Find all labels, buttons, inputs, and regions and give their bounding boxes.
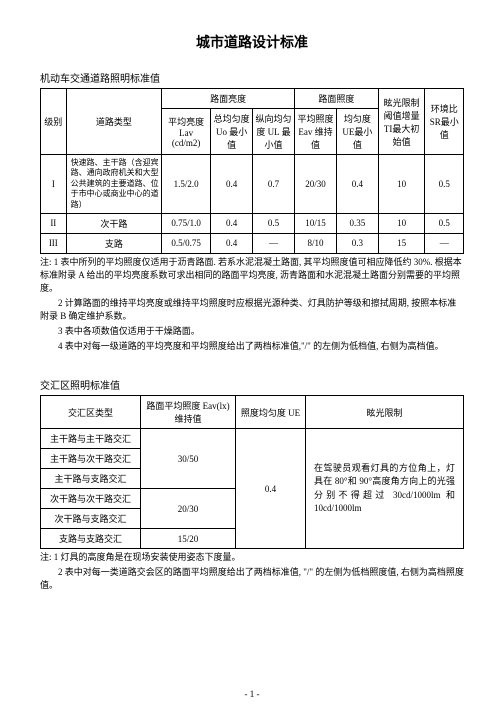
table2-note2: 2 表中对每一类道路交会区的路面平均照度给出了两档标准值, "/" 的左侧为低档…: [40, 566, 464, 592]
th-glare: 眩光限制阈值增量 TI最大初始值: [378, 89, 425, 155]
th2-type: 交汇区类型: [41, 396, 141, 429]
cell-eav-g3: 15/20: [141, 529, 236, 549]
cell-lav: 1.5/2.0: [162, 155, 211, 214]
cell-type: 支路: [66, 233, 162, 253]
cell-uo: 0.4: [211, 155, 253, 214]
cell-sr: 0.5: [425, 213, 464, 233]
th-sr: 环境比 SR最小值: [425, 89, 464, 155]
cell-type: 次干路: [66, 213, 162, 233]
cell-ul: 0.5: [253, 213, 295, 233]
cell-ue-all: 0.4: [236, 429, 306, 549]
cell-type: 支路与支路交汇: [41, 529, 141, 549]
cell-lav: 0.75/1.0: [162, 213, 211, 233]
cell-ue: 0.35: [336, 213, 378, 233]
table-row: III 支路 0.5/0.75 0.4 — 8/10 0.3 15 —: [41, 233, 464, 253]
th-ul: 纵向均匀度 UL 最小值: [253, 109, 295, 155]
cell-type: 主干路与支路交汇: [41, 469, 141, 489]
cell-eav: 20/30: [294, 155, 336, 214]
th2-ue: 照度均匀度 UE: [236, 396, 306, 429]
th2-eav: 路面平均照度 Eav(lx)维持值: [141, 396, 236, 429]
th-uo: 总均匀度 Uo 最小值: [211, 109, 253, 155]
table1-note3: 3 表中各项数值仅适用于干燥路面。: [40, 325, 464, 338]
table1: 级别 道路类型 路面亮度 路面照度 眩光限制阈值增量 TI最大初始值 环境比 S…: [40, 88, 464, 254]
cell-class: III: [41, 233, 67, 253]
page-number: - 1 -: [0, 689, 504, 699]
th-illuminance: 路面照度: [294, 89, 378, 109]
cell-sr: —: [425, 233, 464, 253]
table-row: II 次干路 0.75/1.0 0.4 0.5 10/15 0.35 10 0.…: [41, 213, 464, 233]
cell-ti: 15: [378, 233, 425, 253]
cell-uo: 0.4: [211, 233, 253, 253]
cell-class: II: [41, 213, 67, 233]
table2-note1: 注: 1 灯具的高度角是在现场安装使用姿态下度量。: [40, 551, 464, 564]
table1-note2: 2 计算路面的维持平均亮度或维持平均照度时应根据光源种类、灯具防护等级和擦拭周期…: [40, 297, 464, 323]
cell-type: 主干路与次干路交汇: [41, 449, 141, 469]
cell-type: 次干路与支路交汇: [41, 509, 141, 529]
th-roadtype: 道路类型: [66, 89, 162, 155]
table1-caption: 机动车交通道路照明标准值: [40, 70, 464, 85]
th-class: 级别: [41, 89, 67, 155]
table1-note1: 注: 1 表中所列的平均照度仅适用于沥青路面. 若系水泥混凝土路面, 其平均照度…: [40, 256, 464, 295]
cell-ue: 0.4: [336, 155, 378, 214]
cell-lav: 0.5/0.75: [162, 233, 211, 253]
table-row: I 快速路、主干路（含迎宾路、通向政府机关和大型公共建筑的主要道路、位于市中心或…: [41, 155, 464, 214]
cell-uo: 0.4: [211, 213, 253, 233]
cell-ul: 0.7: [253, 155, 295, 214]
cell-type: 次干路与次干路交汇: [41, 489, 141, 509]
cell-eav: 8/10: [294, 233, 336, 253]
th-ue: 均匀度 UE最小值: [336, 109, 378, 155]
cell-class: I: [41, 155, 67, 214]
cell-ti: 10: [378, 155, 425, 214]
table-row: 主干路与主干路交汇 30/50 0.4 在驾驶员观看灯具的方位角上，灯具在 80…: [41, 429, 464, 449]
cell-glare: 在驾驶员观看灯具的方位角上，灯具在 80°和 90°高度角方向上的光强分别不得超…: [306, 429, 464, 549]
cell-eav-g2: 20/30: [141, 489, 236, 529]
cell-ti: 10: [378, 213, 425, 233]
table2: 交汇区类型 路面平均照度 Eav(lx)维持值 照度均匀度 UE 眩光限制 主干…: [40, 395, 464, 549]
th-luminance: 路面亮度: [162, 89, 295, 109]
page-title: 城市道路设计标准: [40, 32, 464, 52]
cell-eav-g1: 30/50: [141, 429, 236, 489]
th2-glare: 眩光限制: [306, 396, 464, 429]
th-eav: 平均照度 Eav 维持值: [294, 109, 336, 155]
th-lav: 平均亮度 Lav (cd/m2): [162, 109, 211, 155]
cell-type: 主干路与主干路交汇: [41, 429, 141, 449]
cell-ue: 0.3: [336, 233, 378, 253]
cell-ul: —: [253, 233, 295, 253]
cell-sr: 0.5: [425, 155, 464, 214]
table2-caption: 交汇区照明标准值: [40, 377, 464, 392]
cell-eav: 10/15: [294, 213, 336, 233]
table1-note4: 4 表中对每一级道路的平均亮度和平均照度给出了两档标准值,"/" 的左侧为低档值…: [40, 340, 464, 353]
cell-type: 快速路、主干路（含迎宾路、通向政府机关和大型公共建筑的主要道路、位于市中心或商业…: [66, 155, 162, 214]
